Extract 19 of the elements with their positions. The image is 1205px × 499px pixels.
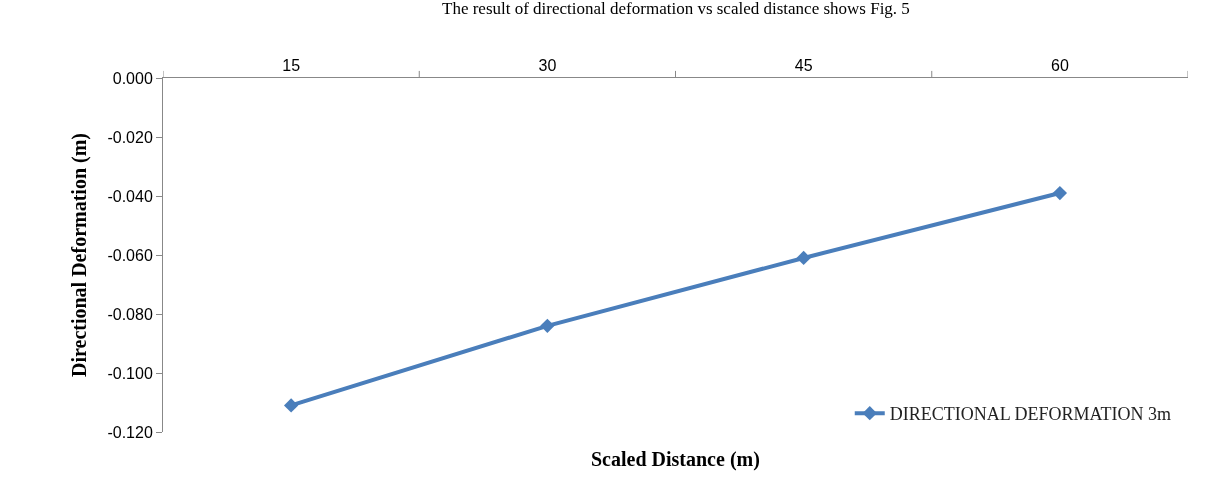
x-tick-label: 15	[282, 56, 301, 74]
point	[283, 398, 299, 413]
point	[1052, 185, 1068, 201]
x-tick-label: 45	[794, 56, 813, 74]
point	[540, 318, 555, 333]
y-tick-label: -0.040	[107, 187, 153, 205]
x-axis-title: Scaled Distance (m)	[591, 448, 760, 471]
point	[796, 250, 811, 266]
y-tick-label: -0.100	[107, 364, 153, 382]
x-tick-label: 60	[1050, 56, 1069, 74]
x-tick-label: 30	[538, 56, 557, 74]
text: The result of directional deformation vs scaled distance shows Fig. 5	[442, 0, 910, 18]
y-tick-label: 0.000	[112, 69, 153, 87]
legend-label: DIRECTIONAL DEFORMATION 3m	[889, 404, 1172, 425]
y-tick-label: -0.060	[107, 246, 153, 264]
y-axis-title: Directional Deformation (m)	[67, 132, 91, 378]
y-tick-label: -0.080	[107, 305, 153, 323]
y-tick-label: -0.020	[107, 128, 153, 146]
y-tick-label: -0.120	[107, 423, 153, 441]
